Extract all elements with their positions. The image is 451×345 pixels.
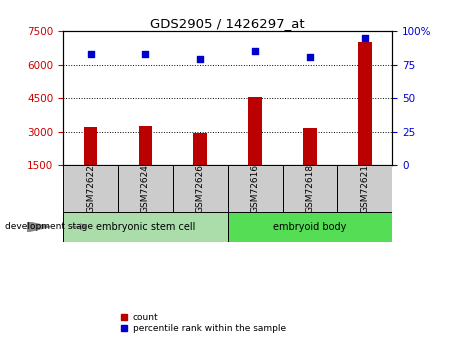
Bar xyxy=(173,165,228,212)
Bar xyxy=(84,127,97,199)
Bar xyxy=(63,165,118,212)
Bar xyxy=(193,133,207,199)
Point xyxy=(252,48,259,54)
Legend: count, percentile rank within the sample: count, percentile rank within the sample xyxy=(117,309,290,337)
Bar xyxy=(303,128,317,199)
Polygon shape xyxy=(27,221,50,232)
Bar xyxy=(228,165,283,212)
Point xyxy=(142,51,149,57)
Bar xyxy=(228,212,392,241)
Text: development stage: development stage xyxy=(5,222,92,231)
Text: GSM72621: GSM72621 xyxy=(360,164,369,213)
Title: GDS2905 / 1426297_at: GDS2905 / 1426297_at xyxy=(151,17,305,30)
Bar xyxy=(138,126,152,199)
Bar xyxy=(283,165,337,212)
Point xyxy=(87,51,94,57)
Point xyxy=(307,54,314,59)
Point xyxy=(197,57,204,62)
Text: embryonic stem cell: embryonic stem cell xyxy=(96,222,195,232)
Bar xyxy=(118,165,173,212)
Text: GSM72616: GSM72616 xyxy=(251,164,260,213)
Bar xyxy=(358,42,372,199)
Bar xyxy=(337,165,392,212)
Text: GSM72618: GSM72618 xyxy=(306,164,314,213)
Text: GSM72622: GSM72622 xyxy=(86,164,95,213)
Text: embryoid body: embryoid body xyxy=(273,222,347,232)
Text: GSM72626: GSM72626 xyxy=(196,164,205,213)
Bar xyxy=(63,212,228,241)
Bar xyxy=(249,97,262,199)
Point xyxy=(361,35,368,40)
Text: GSM72624: GSM72624 xyxy=(141,164,150,213)
